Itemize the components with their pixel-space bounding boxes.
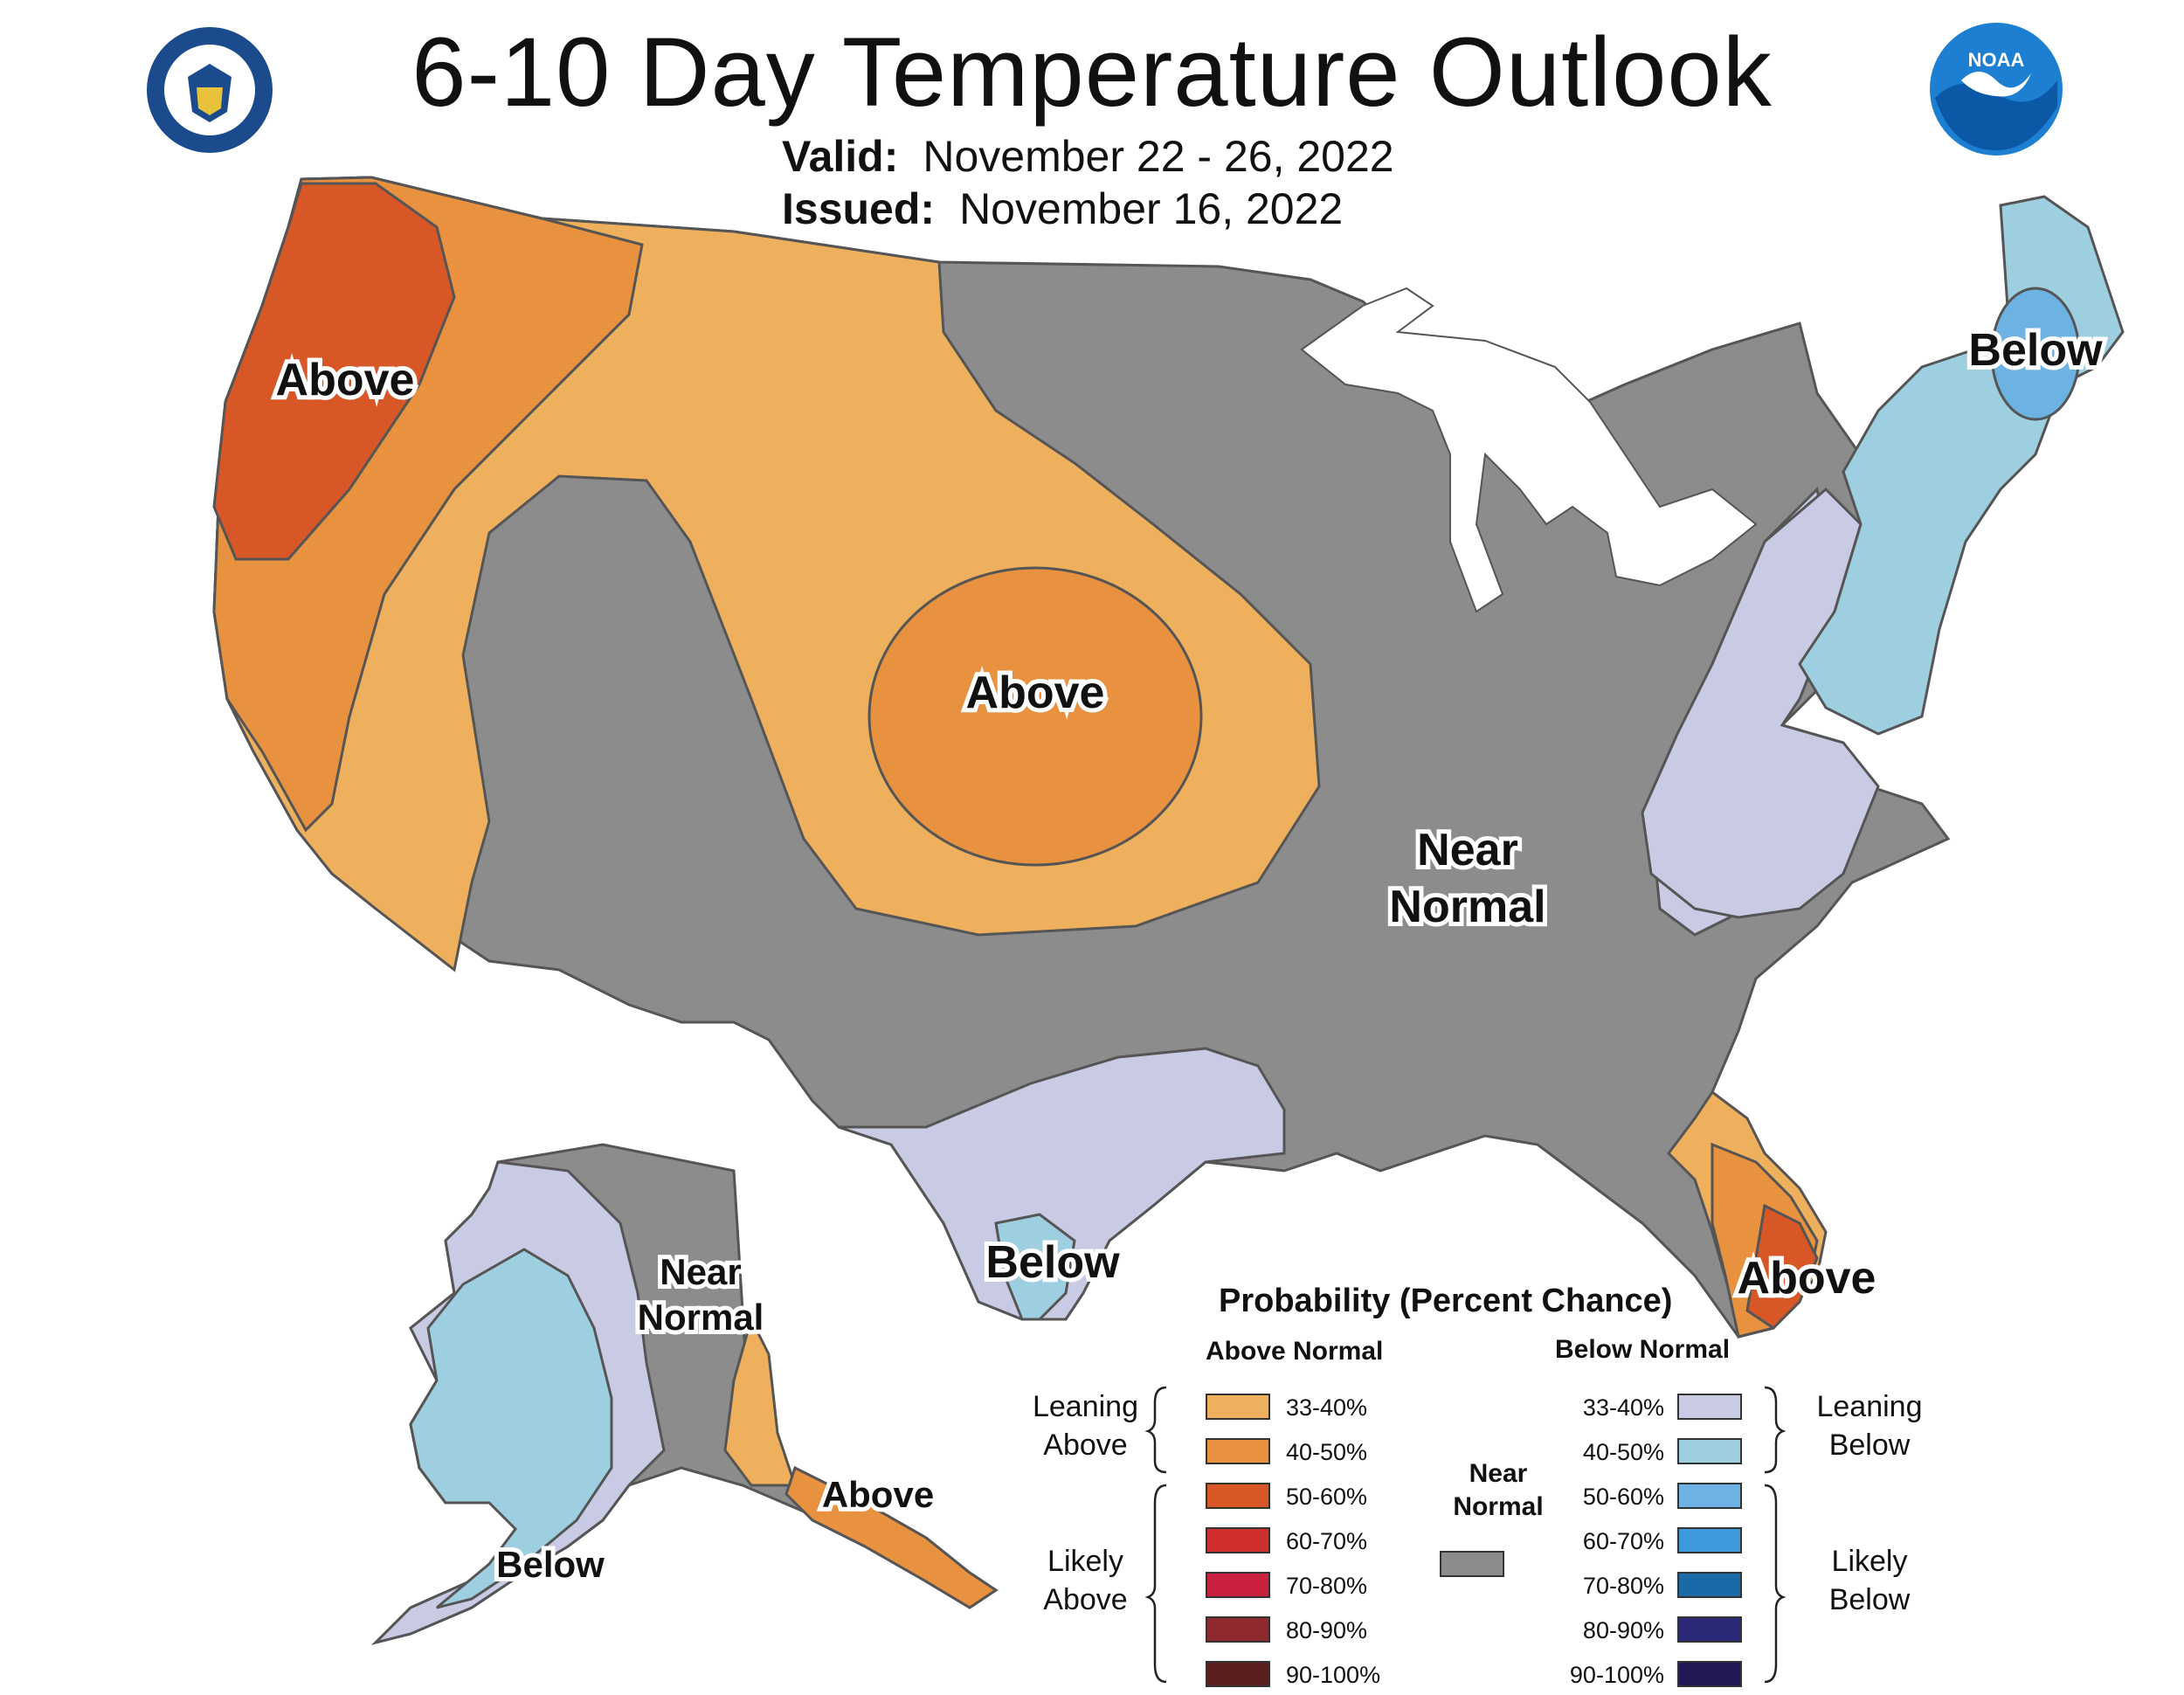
above-50-60-pacific-nw — [212, 182, 456, 561]
noaa-logo-icon: NOAA — [1930, 23, 2063, 156]
legend-near-normal: Near Normal — [1446, 1457, 1551, 1524]
below-bin-2: 50-60% — [1582, 1484, 1664, 1510]
label-near-normal-1: Near — [1417, 825, 1518, 875]
swatch-below-80-90 — [1677, 1616, 1742, 1643]
valid-line: Valid: November 22 - 26, 2022 — [782, 131, 1394, 182]
below-bin-3: 60-70% — [1582, 1528, 1664, 1554]
alaska-above-33-40 — [723, 1315, 798, 1487]
label-ak-below: Below — [496, 1544, 605, 1585]
above-bin-6: 90-100% — [1286, 1662, 1381, 1688]
swatch-below-70-80 — [1677, 1572, 1742, 1598]
above-bin-5: 80-90% — [1286, 1617, 1368, 1643]
leaning-below-line1: Leaning — [1816, 1390, 1923, 1423]
swatch-above-60-70 — [1206, 1527, 1270, 1553]
swatch-above-33-40 — [1206, 1394, 1270, 1420]
swatch-below-60-70 — [1677, 1527, 1742, 1553]
below-bin-6: 90-100% — [1569, 1662, 1664, 1688]
below-bin-0: 33-40% — [1582, 1394, 1664, 1421]
valid-label: Valid: — [782, 132, 899, 181]
swatch-below-50-60 — [1677, 1483, 1742, 1509]
near-normal-line1: Near — [1469, 1459, 1528, 1488]
label-ak-near-2: Normal — [638, 1297, 764, 1338]
legend-braces-right — [1764, 1386, 1787, 1684]
label-near-normal-2: Normal — [1389, 882, 1545, 932]
leaning-below-line2: Below — [1828, 1429, 1911, 1462]
alaska-above-40-50 — [784, 1465, 999, 1609]
likely-below-line2: Below — [1828, 1583, 1911, 1616]
above-bin-2: 50-60% — [1286, 1484, 1368, 1510]
legend-leaning-below: Leaning Below — [1795, 1387, 1944, 1464]
near-normal-line2: Normal — [1453, 1492, 1544, 1521]
alaska-below-40-50 — [409, 1248, 613, 1609]
issued-label: Issued: — [782, 184, 936, 233]
valid-value: November 22 - 26, 2022 — [923, 132, 1394, 181]
below-bin-5: 80-90% — [1582, 1617, 1664, 1643]
swatch-below-90-100 — [1677, 1661, 1742, 1687]
above-40-50-plains — [867, 566, 1203, 867]
noaa-text: NOAA — [1968, 49, 2025, 71]
swatch-above-40-50 — [1206, 1438, 1270, 1464]
swatch-above-50-60 — [1206, 1483, 1270, 1509]
swatch-above-80-90 — [1206, 1616, 1270, 1643]
legend-likely-above: Likely Above — [1013, 1542, 1158, 1619]
likely-below-line1: Likely — [1831, 1545, 1908, 1578]
above-bin-4: 70-80% — [1286, 1573, 1368, 1599]
below-40-50-texas — [994, 1213, 1076, 1321]
leaning-above-line1: Leaning — [1032, 1390, 1138, 1423]
above-bin-3: 60-70% — [1286, 1528, 1368, 1554]
above-bin-1: 40-50% — [1286, 1439, 1368, 1465]
legend-below-header: Below Normal — [1555, 1335, 1731, 1364]
swatch-above-70-80 — [1206, 1572, 1270, 1598]
issued-line: Issued: November 16, 2022 — [782, 183, 1343, 234]
leaning-above-line2: Above — [1043, 1429, 1128, 1462]
above-50-60-florida — [1745, 1203, 1819, 1330]
legend-leaning-above: Leaning Above — [1013, 1387, 1158, 1464]
label-ak-near-1: Near — [660, 1251, 741, 1292]
label-above-pacific-nw: Above — [276, 355, 415, 405]
commerce-seal-icon — [147, 27, 273, 153]
issued-value: November 16, 2022 — [959, 184, 1344, 233]
legend-likely-below: Likely Below — [1795, 1542, 1944, 1619]
label-below-texas: Below — [985, 1237, 1120, 1288]
label-above-plains: Above — [966, 668, 1105, 718]
swatch-below-33-40 — [1677, 1394, 1742, 1420]
below-33-40-texas — [838, 1047, 1286, 1321]
label-below-new-england: Below — [1968, 325, 2103, 376]
below-50-60-maine — [1990, 287, 2081, 421]
label-above-florida: Above — [1738, 1253, 1876, 1304]
legend-above-header: Above Normal — [1206, 1337, 1384, 1366]
swatch-above-90-100 — [1206, 1661, 1270, 1687]
below-bin-1: 40-50% — [1582, 1439, 1664, 1465]
below-40-50-northeast — [1798, 195, 2125, 736]
swatch-near-normal — [1440, 1551, 1504, 1577]
great-lakes — [1300, 287, 1758, 613]
swatch-below-40-50 — [1677, 1438, 1742, 1464]
likely-above-line1: Likely — [1047, 1545, 1123, 1578]
above-bin-0: 33-40% — [1286, 1394, 1368, 1421]
below-bin-4: 70-80% — [1582, 1573, 1664, 1599]
legend-braces-left — [1144, 1386, 1167, 1684]
label-ak-above: Above — [822, 1474, 934, 1515]
legend-title: Probability (Percent Chance) — [1219, 1283, 1673, 1319]
page-title: 6-10 Day Temperature Outlook — [411, 17, 1773, 127]
likely-above-line2: Above — [1043, 1583, 1128, 1616]
